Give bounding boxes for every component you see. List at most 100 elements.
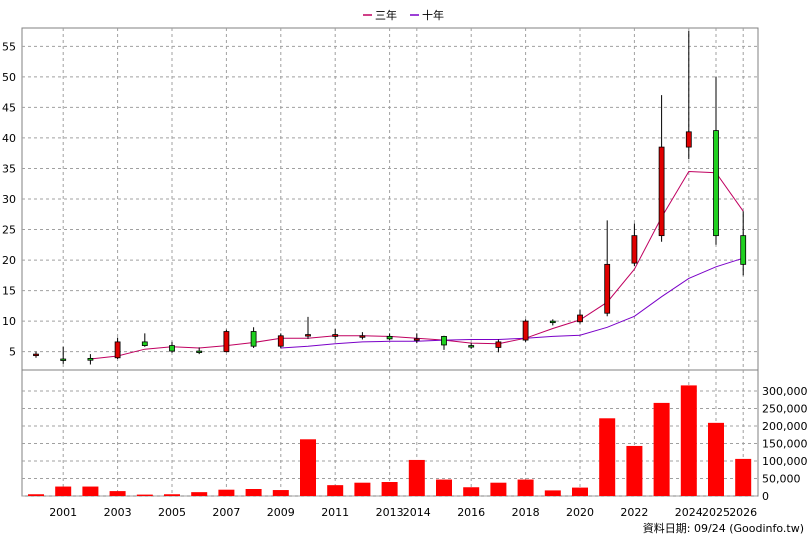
candle-body <box>33 353 39 357</box>
price-panel: 5 10 15 20 25 30 35 40 45 50 55 <box>2 27 759 371</box>
candle-body <box>332 334 339 337</box>
x-tick-label: 2016 <box>457 506 485 519</box>
volume-bar <box>436 479 452 496</box>
candlestick <box>196 347 203 355</box>
candlesticks <box>33 31 747 365</box>
volume-bar <box>544 490 561 496</box>
volume-bar <box>245 489 262 496</box>
candlestick <box>305 316 311 339</box>
candlestick <box>114 337 121 360</box>
candle-body <box>60 358 67 361</box>
volume-bar <box>327 485 344 496</box>
volume-bar <box>191 492 208 496</box>
volume-bar <box>490 482 507 496</box>
price-y-tick-label: 50 <box>2 71 16 84</box>
candlestick <box>223 329 230 353</box>
candle-body <box>740 235 747 265</box>
volume-bar <box>109 491 126 496</box>
price-y-tick-label: 10 <box>2 315 16 328</box>
x-tick-label: 2011 <box>321 506 349 519</box>
price-y-tick-label: 20 <box>2 254 16 267</box>
candlestick <box>631 223 638 267</box>
candlestick <box>332 329 339 340</box>
candlestick <box>359 332 366 340</box>
candlestick <box>60 346 67 364</box>
volume-bar <box>218 489 235 496</box>
candlestick <box>604 220 611 317</box>
legend-label-ten-year: 十年 <box>422 8 444 22</box>
volume-bar <box>408 459 425 496</box>
candle-body <box>114 341 121 359</box>
volume-bar <box>463 487 480 496</box>
volume-bar <box>735 458 752 496</box>
price-grid <box>22 28 758 370</box>
candlestick <box>250 327 257 349</box>
candle-body <box>277 335 284 347</box>
candle-body <box>631 235 638 264</box>
candle-body <box>713 130 719 237</box>
volume-y-tick-label: 300,000 <box>762 385 808 398</box>
volume-bar <box>653 402 670 496</box>
x-tick-label: 2020 <box>566 506 594 519</box>
volume-bar <box>28 494 44 496</box>
volume-y-tick-label: 150,000 <box>762 438 808 451</box>
candlestick <box>549 319 556 326</box>
candlestick <box>413 333 420 344</box>
candle-body <box>495 341 502 348</box>
candle-body <box>468 345 475 348</box>
candlestick <box>169 341 175 353</box>
volume-y-tick-label: 100,000 <box>762 455 808 468</box>
price-y-tick-label: 45 <box>2 101 16 114</box>
candle-body <box>169 345 175 352</box>
price-y-tick-label: 25 <box>2 224 16 237</box>
volume-bar <box>708 422 724 496</box>
candle-body <box>223 331 230 353</box>
candle-body <box>87 357 94 361</box>
data-date-footer: 資料日期: 09/24 (Goodinfo.tw) <box>643 521 804 535</box>
volume-bar <box>164 494 180 496</box>
volume-y-tick-label: 250,000 <box>762 403 808 416</box>
price-y-axis-ticks: 5 10 15 20 25 30 35 40 45 50 55 <box>2 40 16 358</box>
candlestick <box>386 333 393 341</box>
candle-body <box>685 131 692 148</box>
price-y-tick-label: 30 <box>2 193 16 206</box>
volume-bars <box>28 385 752 496</box>
x-tick-label: 2013 <box>376 506 404 519</box>
x-tick-label: 2007 <box>212 506 240 519</box>
volume-panel: 0 50,000 100,000 150,000 200,000 250,000 300,0… <box>21 369 808 503</box>
candle-body <box>441 336 447 346</box>
volume-bar <box>82 486 99 496</box>
volume-y-tick-label: 0 <box>762 490 769 503</box>
volume-bar <box>136 494 153 496</box>
legend: 三年 十年 <box>363 8 444 22</box>
price-y-tick-label: 55 <box>2 40 16 53</box>
x-tick-label: 2025 <box>702 506 730 519</box>
volume-bar <box>272 490 289 496</box>
volume-bar <box>572 487 588 496</box>
candlestick <box>577 309 583 324</box>
candle-body <box>141 341 148 346</box>
candle-body <box>359 335 366 338</box>
price-y-tick-label: 35 <box>2 162 16 175</box>
volume-y-tick-label: 50,000 <box>762 473 801 486</box>
candle-body <box>549 320 556 324</box>
candlestick <box>522 319 529 342</box>
candle-body <box>413 338 420 341</box>
candle-body <box>386 336 393 340</box>
x-axis-ticks: 2001 2003 2005 2007 2009 2011 2013 2014 2016 2018… <box>49 506 757 519</box>
price-y-tick-label: 15 <box>2 285 16 298</box>
x-tick-label: 2022 <box>620 506 648 519</box>
candlestick <box>740 211 747 276</box>
price-y-tick-label: 40 <box>2 132 16 145</box>
volume-bar <box>517 479 534 496</box>
candlestick <box>441 335 447 350</box>
x-tick-label: 2001 <box>49 506 77 519</box>
candle-body <box>305 334 311 337</box>
x-tick-label: 2014 <box>403 506 431 519</box>
x-tick-label: 2018 <box>512 506 540 519</box>
x-tick-label: 2003 <box>104 506 132 519</box>
candle-body <box>658 146 665 237</box>
volume-bar <box>354 482 371 496</box>
x-tick-label: 2005 <box>158 506 186 519</box>
